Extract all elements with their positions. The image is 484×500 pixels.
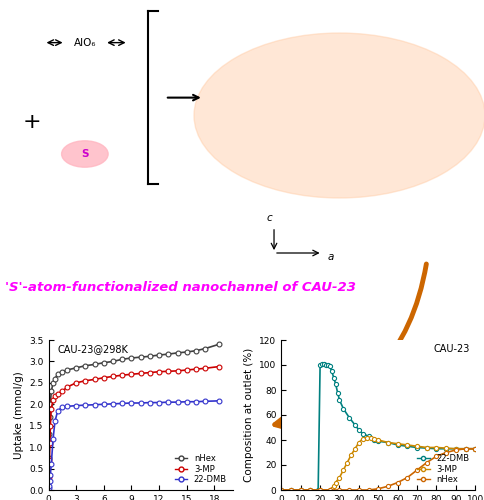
Text: a: a <box>327 252 333 262</box>
Text: CAU-23: CAU-23 <box>432 344 469 354</box>
Legend: 22-DMB, 3-MP, nHex: 22-DMB, 3-MP, nHex <box>415 452 470 486</box>
Legend: nHex, 3-MP, 22-DMB: nHex, 3-MP, 22-DMB <box>173 452 228 486</box>
Text: S: S <box>81 149 89 159</box>
Circle shape <box>61 141 108 167</box>
Text: +: + <box>22 112 41 132</box>
Text: CAU-23@298K: CAU-23@298K <box>58 344 128 354</box>
Y-axis label: Composition at outlet (%): Composition at outlet (%) <box>243 348 253 482</box>
Text: AlO₆: AlO₆ <box>74 38 96 48</box>
Text: c: c <box>266 213 272 223</box>
Circle shape <box>194 33 484 198</box>
Text: 'S'-atom-functionalized nanochannel of CAU-23: 'S'-atom-functionalized nanochannel of C… <box>5 281 355 294</box>
Y-axis label: Uptake (mmol/g): Uptake (mmol/g) <box>14 371 24 459</box>
